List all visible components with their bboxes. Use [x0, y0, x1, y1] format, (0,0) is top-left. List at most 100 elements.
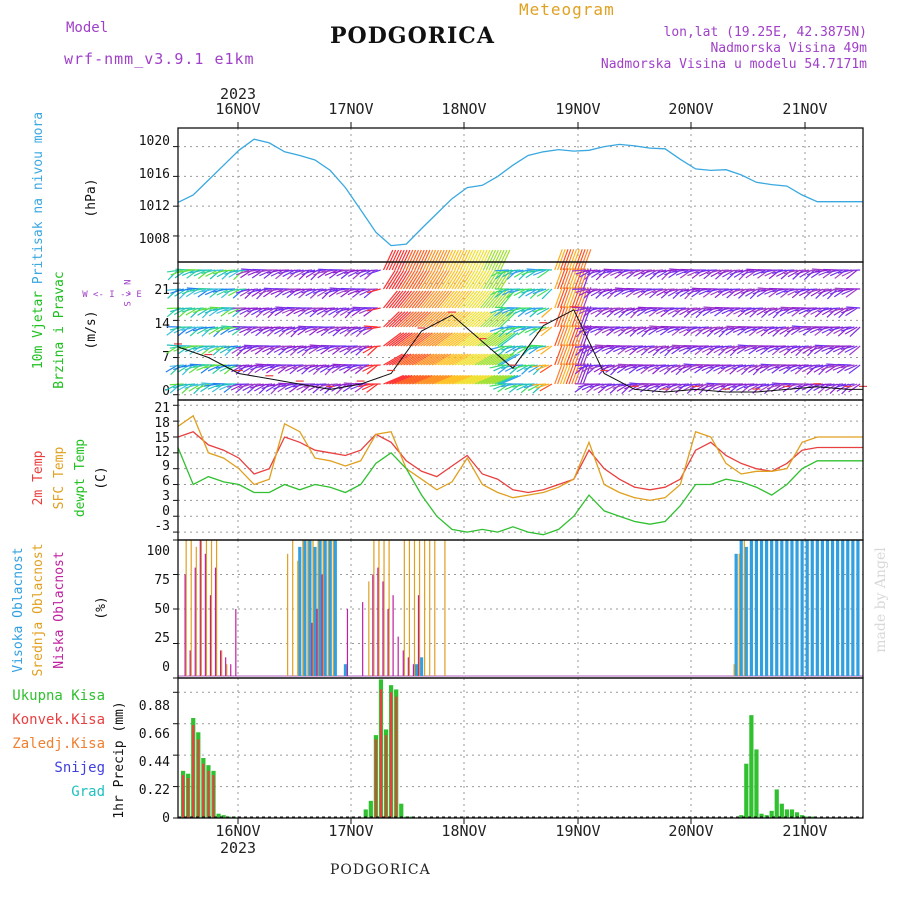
wind-barb [170, 269, 184, 276]
wind-barb [209, 269, 224, 272]
wind-barb [350, 383, 364, 390]
wind-barb [597, 383, 612, 386]
wind-barb [506, 269, 519, 280]
wind-barb [423, 374, 444, 385]
wind-barb [338, 364, 353, 372]
wind-barb [803, 269, 815, 281]
cloud-high-bar [308, 540, 312, 676]
wind-barb [336, 269, 350, 277]
wind-barb [586, 364, 601, 367]
wind-barb [609, 383, 624, 386]
wind-barb [468, 311, 486, 328]
temp-sfc-line [177, 414, 863, 502]
wind-barb [803, 288, 815, 299]
wind-barb [201, 307, 213, 319]
wind-barb [644, 307, 658, 315]
wind-barb [278, 345, 293, 348]
wind-barb [712, 383, 727, 391]
wind-barb [539, 364, 553, 374]
wind-barb [457, 353, 478, 366]
wind-barb [710, 288, 724, 296]
wind-barb [532, 269, 547, 276]
wind-barb [448, 332, 468, 347]
credit-watermark: made by Angel [873, 547, 889, 653]
wind-barb [383, 374, 404, 385]
wind-barb [817, 383, 832, 386]
wind-barb [301, 345, 316, 349]
wind-barb [414, 353, 435, 366]
wind-barb [760, 307, 775, 311]
wind-barb [767, 345, 781, 353]
wind-barb [609, 288, 624, 295]
wind-barb [355, 326, 367, 338]
wind-barb [185, 326, 199, 334]
precip-total-bar [363, 809, 368, 818]
tick-label: 0.22 [139, 783, 170, 798]
temp-unit: (C) [94, 466, 109, 489]
tick-label: 0 [162, 504, 170, 519]
wind-barb [529, 307, 544, 310]
tick-label: 1012 [139, 199, 170, 214]
wind-barb [238, 345, 253, 352]
wind-barb [726, 269, 741, 273]
wind-barb [565, 268, 575, 290]
wind-barb [443, 374, 464, 385]
wind-barb [207, 364, 222, 372]
wind-barb [414, 311, 432, 328]
wind-barb [236, 345, 247, 357]
wind-barb [270, 288, 284, 296]
cloud-high-bar [313, 546, 317, 676]
wind-barb [721, 307, 735, 315]
wind-barb [468, 332, 488, 347]
wind-barb [189, 307, 204, 311]
wind-barb [397, 353, 418, 366]
wind-barb [454, 270, 468, 290]
wind-barb [223, 364, 238, 367]
wind-barb [499, 249, 511, 271]
wind-barb [652, 364, 667, 367]
cloud-high-bar [820, 540, 825, 676]
wind-barb [474, 374, 496, 385]
wind-barb [557, 363, 566, 385]
model-elevation: Nadmorska Visina u modelu 54.7171m [600, 57, 867, 72]
wind-barb [431, 270, 445, 290]
wind-barb [451, 311, 469, 328]
wind-barb [408, 270, 422, 290]
wind-barb [554, 306, 563, 328]
wind-barb [535, 345, 550, 353]
wind-barb [405, 270, 419, 290]
wind-barb [606, 288, 621, 292]
wind-speed-line [177, 309, 863, 393]
precip-conv-bar [197, 739, 200, 818]
cloud-high-bar [754, 540, 759, 676]
wind-barb [678, 345, 692, 353]
precip-unit: 1hr Precip (mm) [112, 701, 127, 818]
wind-barb [559, 363, 569, 385]
wind-barb [741, 269, 755, 276]
wind-barb [706, 307, 721, 311]
wind-barb [457, 311, 474, 328]
wind-barb [448, 249, 459, 271]
wind-barb [540, 345, 553, 355]
precip-total-bar [399, 803, 404, 818]
wind-barb [431, 332, 450, 347]
wind-barb [686, 383, 701, 387]
wind-barb [749, 288, 764, 292]
wind-barb [571, 268, 580, 290]
wind-barb [584, 269, 596, 280]
wind-barb [437, 332, 456, 347]
wind-barb [184, 345, 199, 353]
year-label-bottom: 2023 [220, 839, 256, 857]
wind-barb [209, 269, 222, 280]
wind-barb [500, 374, 522, 385]
wind-barb [578, 326, 593, 333]
wind-barb [446, 374, 467, 385]
wind-barb [440, 311, 457, 328]
wind-barb [632, 307, 647, 314]
wind-barb [586, 269, 601, 276]
wind-barb [420, 353, 440, 366]
wind-barb [729, 364, 741, 375]
wind-barb [598, 364, 610, 375]
wind-barb [388, 311, 406, 328]
wind-barb [683, 288, 698, 292]
